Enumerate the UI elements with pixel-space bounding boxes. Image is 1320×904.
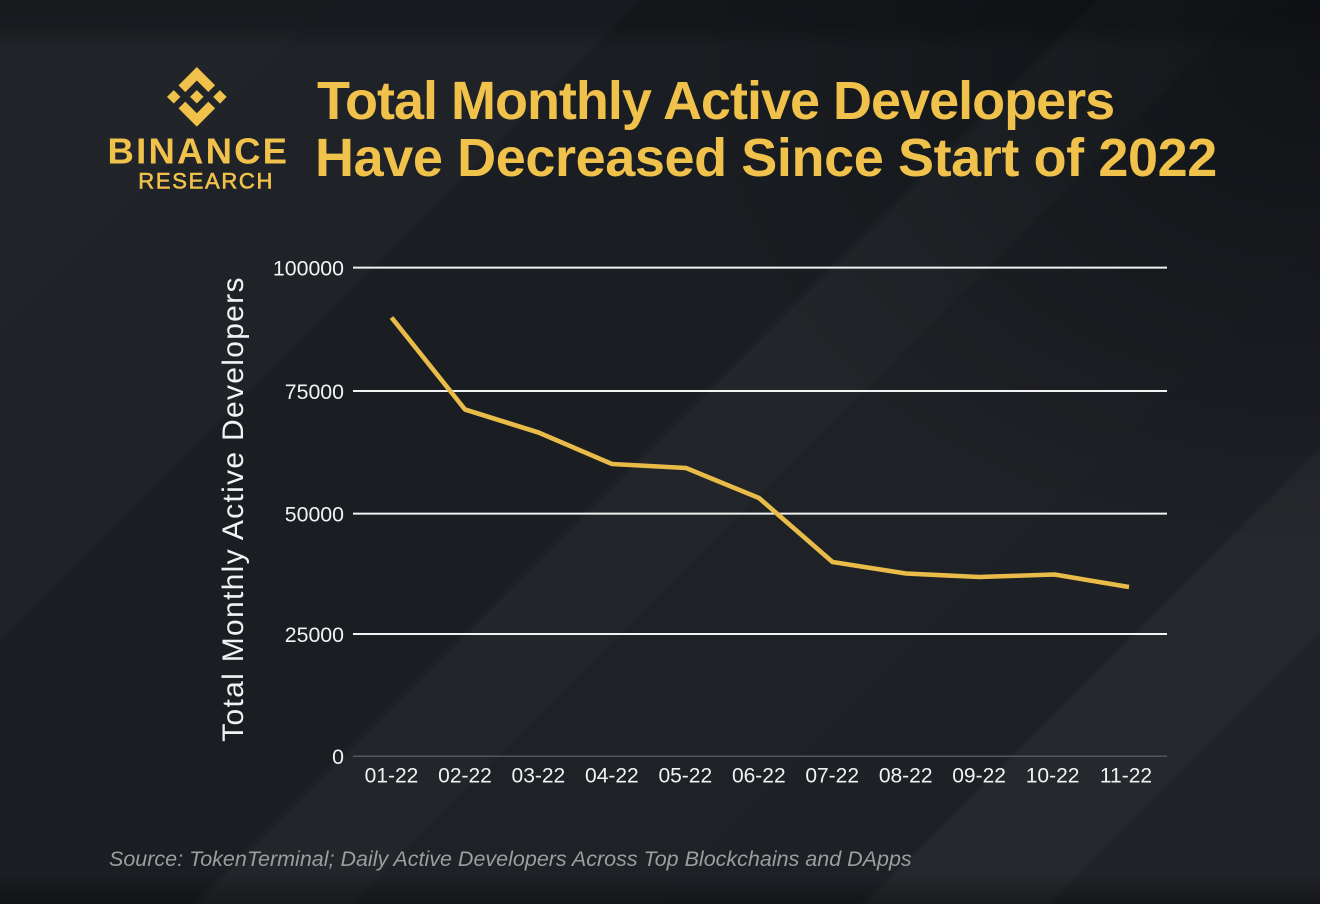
svg-text:07-22: 07-22 xyxy=(805,765,859,788)
svg-text:04-22: 04-22 xyxy=(585,765,639,788)
svg-text:Source: TokenTerminal; Daily A: Source: TokenTerminal; Daily Active Deve… xyxy=(109,847,912,871)
svg-text:75000: 75000 xyxy=(285,380,344,404)
svg-text:05-22: 05-22 xyxy=(658,765,712,788)
svg-text:50000: 50000 xyxy=(285,503,344,527)
svg-text:Total Monthly Active Develope: Total Monthly Active Developers xyxy=(217,276,250,742)
svg-text:03-22: 03-22 xyxy=(512,765,566,788)
svg-text:100000: 100000 xyxy=(273,257,344,281)
svg-text:06-22: 06-22 xyxy=(732,765,786,788)
svg-text:08-22: 08-22 xyxy=(879,765,933,788)
svg-text:09-22: 09-22 xyxy=(952,765,1006,788)
svg-text:01-22: 01-22 xyxy=(365,765,419,788)
svg-text:10-22: 10-22 xyxy=(1026,765,1080,788)
svg-text:0: 0 xyxy=(332,745,344,769)
svg-text:02-22: 02-22 xyxy=(438,765,492,788)
svg-text:RESEARCH: RESEARCH xyxy=(138,168,274,193)
svg-text:11-22: 11-22 xyxy=(1100,765,1152,788)
svg-text:25000: 25000 xyxy=(285,623,344,647)
svg-text:BINANCE: BINANCE xyxy=(108,131,290,172)
